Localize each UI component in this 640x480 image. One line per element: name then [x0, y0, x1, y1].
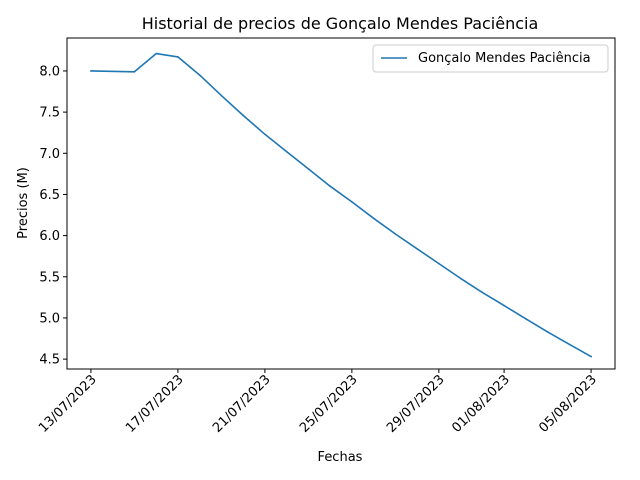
- y-tick-label: 5.0: [39, 311, 60, 326]
- y-tick-label: 5.5: [39, 270, 60, 285]
- data-point: [307, 168, 310, 170]
- legend-label: Gonçalo Mendes Paciência: [418, 51, 591, 66]
- data-point: [481, 291, 484, 294]
- data-point: [133, 71, 136, 73]
- x-tick-label: 21/07/2023: [210, 372, 274, 436]
- data-point: [372, 217, 375, 220]
- data-point: [220, 94, 223, 97]
- data-point: [394, 233, 397, 235]
- y-tick-label: 7.0: [39, 147, 60, 162]
- data-point: [264, 133, 266, 136]
- data-point: [416, 248, 418, 250]
- y-tick-label: 6.5: [39, 188, 60, 203]
- y-tick-label: 6.0: [39, 229, 60, 244]
- data-point: [503, 304, 505, 307]
- data-point: [329, 185, 331, 187]
- data-point: [155, 52, 157, 55]
- legend-box: [372, 44, 609, 73]
- data-point: [242, 114, 244, 117]
- legend: Gonçalo Mendes Paciência: [372, 44, 609, 73]
- plot-frame: [66, 37, 616, 370]
- series-points: [90, 52, 592, 358]
- x-tick-label: 29/07/2023: [384, 372, 448, 436]
- data-point: [90, 70, 92, 72]
- data-point: [177, 56, 179, 58]
- x-axis: 13/07/2023 17/07/2023 21/07/2023 25/07/2023…: [36, 369, 600, 436]
- data-point: [546, 331, 549, 333]
- y-tick-label: 8.0: [39, 64, 60, 79]
- x-tick-label: 13/07/2023: [36, 372, 100, 436]
- series-line: [90, 52, 592, 358]
- y-axis: 4.5 5.0 5.5 6.0 6.5 7.0 7.5 8.0: [39, 64, 67, 368]
- data-point: [568, 343, 571, 346]
- y-tick-label: 4.5: [39, 353, 60, 368]
- x-tick-label: 01/08/2023: [449, 372, 513, 436]
- data-point: [351, 201, 353, 203]
- y-axis-label: Precios (M): [16, 167, 31, 239]
- x-tick-label: 25/07/2023: [297, 372, 361, 436]
- x-tick-label: 17/07/2023: [123, 372, 187, 436]
- x-tick-label: 05/08/2023: [536, 372, 600, 436]
- chart-title: Historial de precios de Gonçalo Mendes P…: [142, 14, 539, 33]
- data-point: [590, 355, 592, 358]
- data-point: [198, 74, 201, 76]
- x-axis-label: Fechas: [318, 450, 363, 465]
- y-tick-label: 7.5: [39, 106, 60, 121]
- data-point: [285, 150, 288, 153]
- data-point: [438, 262, 440, 265]
- data-point: [525, 318, 527, 320]
- data-point: [459, 277, 462, 280]
